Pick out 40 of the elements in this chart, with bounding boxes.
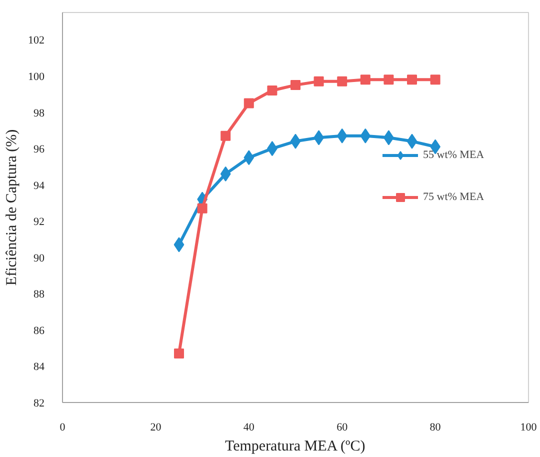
y-tick-label: 82 bbox=[34, 398, 44, 410]
legend-label: 55 wt% MEA bbox=[423, 149, 484, 161]
y-tick-label: 98 bbox=[34, 107, 45, 120]
point bbox=[290, 134, 301, 149]
point bbox=[430, 74, 440, 85]
point bbox=[360, 128, 371, 144]
y-tick-label: 102 bbox=[28, 34, 44, 47]
point bbox=[220, 166, 231, 182]
y-tick-label: 86 bbox=[34, 324, 45, 337]
x-axis-title: Temperatura MEA (ºC) bbox=[224, 438, 366, 454]
point bbox=[336, 128, 348, 144]
point bbox=[314, 76, 324, 86]
y-axis-title: Eficiência de Captura (%) bbox=[4, 129, 20, 286]
point bbox=[360, 74, 370, 85]
y-tick-label: 84 bbox=[34, 361, 45, 374]
point bbox=[174, 237, 184, 252]
x-tick-label: 100 bbox=[520, 422, 538, 434]
point bbox=[384, 74, 394, 85]
point bbox=[244, 150, 254, 166]
point bbox=[407, 74, 417, 85]
x-tick-label: 80 bbox=[430, 422, 442, 434]
y-tick-label: 88 bbox=[34, 288, 45, 301]
y-tick-label: 100 bbox=[28, 70, 45, 83]
x-tick-label: 40 bbox=[243, 422, 255, 434]
y-tick-label: 92 bbox=[34, 216, 44, 228]
legend-label: 75 wt% MEA bbox=[423, 191, 484, 203]
y-tick-label: 90 bbox=[34, 252, 45, 264]
point bbox=[174, 348, 184, 359]
y-tick-label: 96 bbox=[34, 144, 45, 156]
point bbox=[267, 86, 278, 96]
point bbox=[197, 203, 208, 214]
x-tick-label: 60 bbox=[336, 422, 348, 434]
point bbox=[244, 98, 254, 108]
point bbox=[337, 76, 348, 86]
point bbox=[220, 130, 231, 141]
x-tick-label: 0 bbox=[60, 422, 66, 434]
y-tick-label: 94 bbox=[34, 180, 45, 192]
point bbox=[406, 134, 418, 149]
point bbox=[290, 80, 300, 90]
x-tick-label: 20 bbox=[150, 422, 162, 434]
